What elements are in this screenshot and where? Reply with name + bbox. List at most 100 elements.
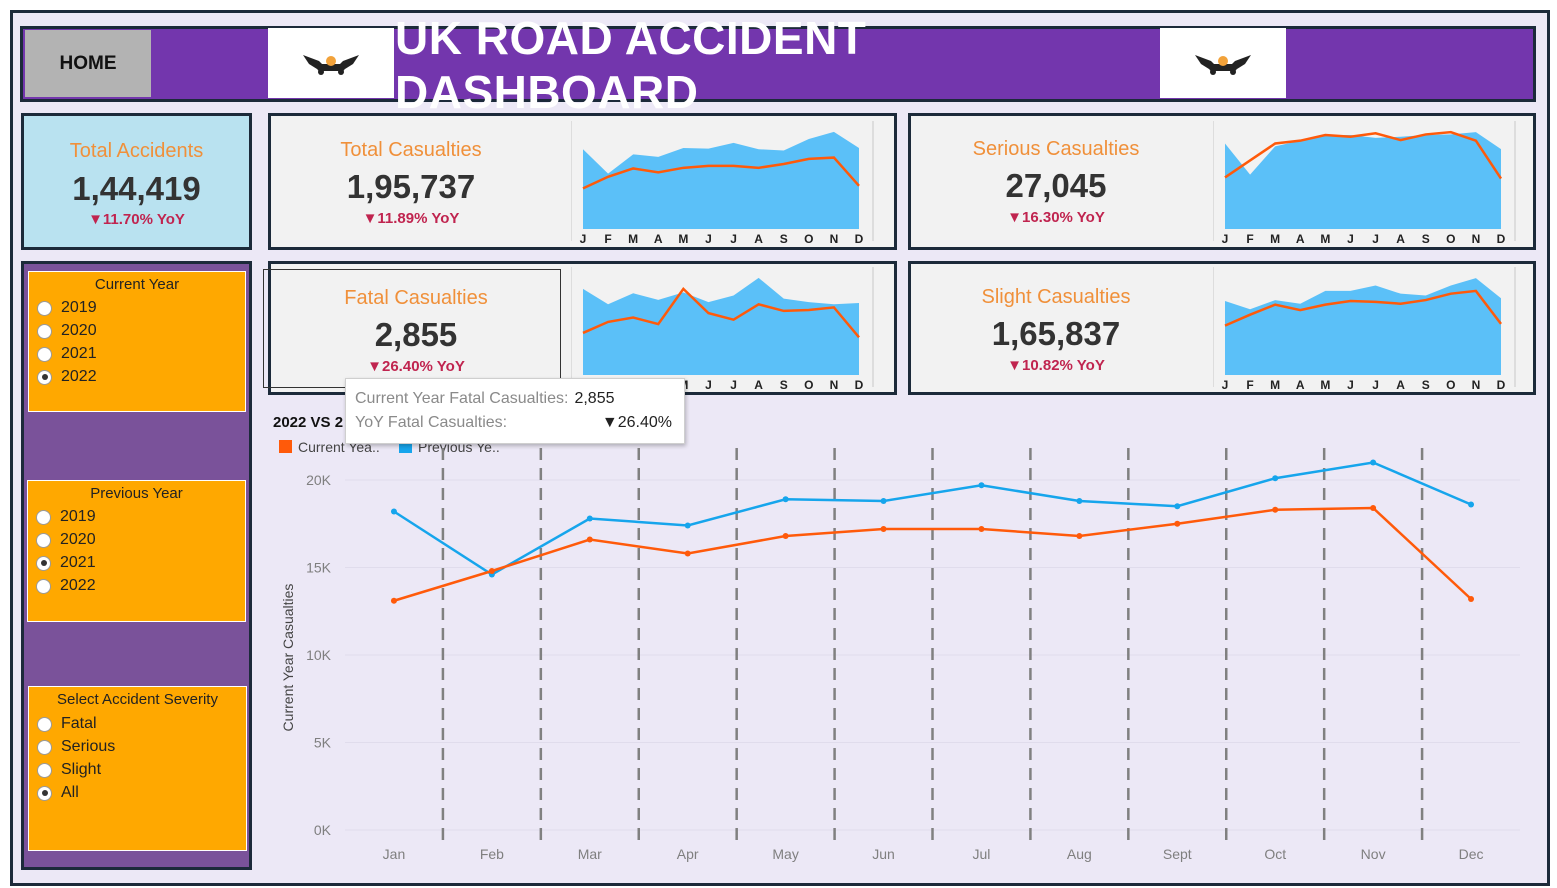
radio-icon — [37, 785, 52, 801]
current-year-option[interactable]: 2020 — [37, 320, 97, 342]
previous-year-point — [1370, 459, 1377, 466]
previous-year-option[interactable]: 2019 — [36, 506, 96, 528]
kpi-yoy: ▼16.30% YoY — [1007, 209, 1105, 226]
sparkline-month-label: J — [730, 378, 737, 392]
kpi-fatal-casualties: Fatal Casualties 2,855 ▼26.40% YoY JFMAM… — [268, 261, 897, 395]
sparkline-previous-area — [583, 277, 859, 375]
y-tick-label: 10K — [306, 647, 332, 663]
sparkline-month-label: N — [830, 378, 839, 392]
sparkline-month-label: M — [1270, 378, 1280, 392]
current-year-point — [1174, 520, 1181, 527]
current-year-option[interactable]: 2021 — [37, 343, 97, 365]
current-year-filter: Current Year 2019 2020 2021 2022 — [28, 271, 246, 412]
kpi-title: Total Casualties — [340, 139, 482, 161]
car-crash-icon — [268, 28, 394, 98]
home-button[interactable]: HOME — [25, 30, 151, 97]
current-year-point — [1272, 506, 1279, 513]
sparkline-month-label: S — [1422, 232, 1430, 246]
sparkline-month-label: J — [580, 232, 587, 246]
sparkline-month-label: N — [1472, 378, 1481, 392]
previous-year-option[interactable]: 2022 — [36, 575, 96, 597]
sparkline-month-label: J — [730, 232, 737, 246]
sparkline-month-label: N — [830, 232, 839, 246]
page-title: UK ROAD ACCIDENT DASHBOARD — [395, 12, 867, 118]
radio-icon — [37, 346, 52, 362]
radio-icon — [36, 578, 51, 594]
kpi-yoy: ▼10.82% YoY — [1007, 357, 1105, 374]
severity-filter: Select Accident Severity Fatal Serious S… — [28, 686, 247, 851]
previous-year-option[interactable]: 2020 — [36, 529, 96, 551]
filter-title: Select Accident Severity — [57, 691, 218, 708]
sparkline-month-label: N — [1472, 232, 1481, 246]
sparkline-month-label: J — [1372, 232, 1379, 246]
y-tick-label: 5K — [314, 735, 332, 751]
radio-icon — [37, 300, 52, 316]
sparkline-month-label: J — [1222, 378, 1229, 392]
sparkline-month-label: D — [855, 378, 864, 392]
kpi-title: Total Accidents — [69, 140, 204, 162]
sparkline-month-label: M — [1270, 232, 1280, 246]
y-axis-label: Current Year Casualties — [280, 584, 296, 732]
previous-year-point — [390, 508, 397, 515]
current-year-point — [488, 568, 495, 574]
filter-title: Previous Year — [90, 485, 183, 502]
severity-option[interactable]: Fatal — [37, 713, 97, 735]
y-tick-label: 15K — [306, 560, 332, 576]
tooltip-value: ▼26.40% — [601, 414, 672, 431]
car-crash-icon — [1160, 28, 1286, 98]
x-tick-label: Apr — [677, 846, 699, 862]
current-year-point — [978, 526, 985, 532]
current-year-point — [1370, 505, 1377, 511]
y-tick-label: 20K — [306, 472, 332, 488]
sparkline-month-label: J — [705, 232, 712, 246]
previous-year-point — [586, 515, 593, 522]
sparkline-month-label: J — [1347, 232, 1354, 246]
sparkline-month-label: M — [628, 232, 638, 246]
kpi-yoy: ▼11.89% YoY — [362, 210, 460, 227]
y-tick-label: 0K — [314, 822, 332, 838]
previous-year-point — [684, 522, 691, 529]
kpi-title: Serious Casualties — [972, 138, 1140, 160]
severity-option[interactable]: Slight — [37, 759, 101, 781]
severity-option[interactable]: All — [37, 782, 79, 804]
sparkline-month-label: O — [804, 378, 813, 392]
sparkline-month-label: S — [780, 232, 788, 246]
x-tick-label: Jun — [872, 846, 895, 862]
kpi-yoy: ▼11.70% YoY — [88, 211, 185, 228]
kpi-value: 1,95,737 — [346, 168, 476, 205]
x-tick-label: Dec — [1459, 846, 1484, 862]
sparkline-month-label: F — [604, 232, 611, 246]
current-year-point — [782, 533, 789, 539]
x-tick-label: Aug — [1067, 846, 1092, 862]
current-year-option[interactable]: 2019 — [37, 297, 97, 319]
x-tick-label: Nov — [1361, 846, 1386, 862]
kpi-total-accidents: Total Accidents 1,44,419 ▼11.70% YoY — [21, 113, 252, 250]
current-year-point — [880, 526, 887, 532]
filter-panel: Current Year 2019 2020 2021 2022 Previou… — [21, 261, 252, 870]
sparkline-month-label: S — [780, 378, 788, 392]
x-tick-label: Oct — [1264, 846, 1286, 862]
chart-title: 2022 VS 2 — [273, 414, 343, 431]
current-year-point — [1468, 596, 1475, 602]
sparkline-month-label: F — [1246, 232, 1253, 246]
current-year-option[interactable]: 2022 — [37, 366, 97, 388]
kpi-yoy: ▼26.40% YoY — [367, 358, 465, 375]
kpi-title: Fatal Casualties — [344, 287, 488, 309]
sparkline-month-label: M — [678, 232, 688, 246]
sparkline-month-label: M — [1320, 232, 1330, 246]
tooltip-label: YoY Fatal Casualties: — [355, 414, 508, 431]
radio-icon — [37, 323, 52, 339]
previous-year-option[interactable]: 2021 — [36, 552, 96, 574]
sparkline-month-label: F — [1246, 378, 1253, 392]
current-year-point — [390, 597, 397, 604]
sparkline-month-label: A — [754, 378, 763, 392]
radio-icon — [36, 509, 51, 525]
sparkline-current-line — [582, 156, 860, 190]
severity-option[interactable]: Serious — [37, 736, 115, 758]
previous-year-point — [1076, 498, 1083, 504]
sparkline-month-label: A — [654, 232, 663, 246]
previous-year-filter: Previous Year 2019 2020 2021 2022 — [27, 480, 246, 622]
